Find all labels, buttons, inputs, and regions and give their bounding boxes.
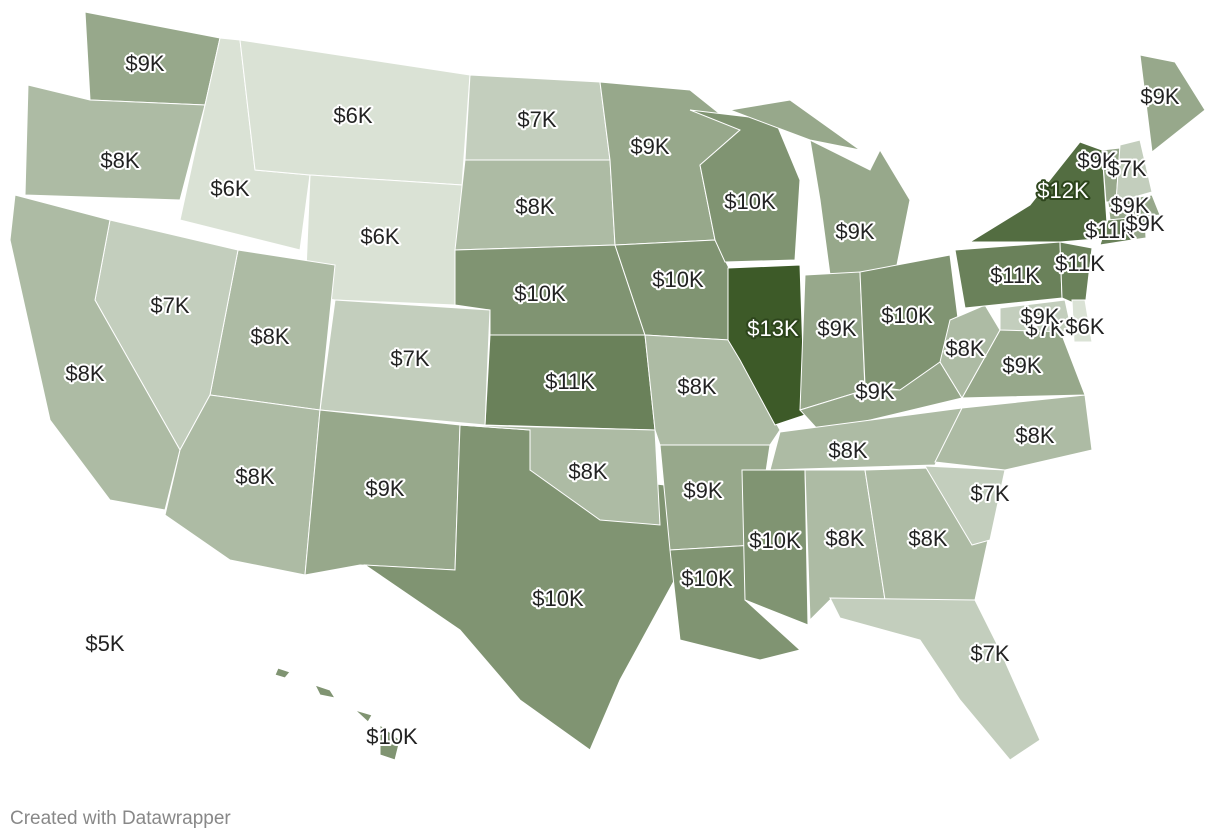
state [274, 667, 291, 679]
state-label: $8K [100, 148, 139, 173]
state-label: $10K [514, 281, 566, 306]
state-label: $8K [908, 526, 947, 551]
state [769, 407, 963, 471]
state [1139, 54, 1206, 153]
state [1107, 194, 1161, 221]
state-label: $9K [817, 316, 856, 341]
state-label: $9K [1140, 84, 1179, 109]
state-label: $11K [545, 369, 595, 394]
state [741, 469, 809, 626]
state-label: $7K [390, 346, 429, 371]
state [689, 109, 801, 263]
state-label: $9K [1125, 211, 1164, 236]
state [379, 724, 401, 761]
state [354, 709, 373, 723]
state [314, 684, 337, 699]
footer: Created with Datawrapper [10, 808, 231, 829]
state-label: $7K [150, 293, 189, 318]
state-label: $8K [515, 194, 554, 219]
state-label: $8K [235, 464, 274, 489]
state-label: $9K [630, 134, 669, 159]
states [9, 11, 1206, 761]
state [809, 139, 911, 276]
state-label: $11K [990, 263, 1040, 288]
state-label: $9K [855, 379, 894, 404]
state-label: $8K [65, 361, 104, 386]
state-label: $13K [747, 316, 799, 341]
labels: $9K$8K$6K$6K$6K$7K$8K$10K$11K$7K$8K$7K$8… [63, 49, 1181, 751]
state-label: $8K [945, 336, 984, 361]
state-label: $9K [125, 51, 164, 76]
state-label: $7K [1025, 316, 1064, 341]
state-label: $9K [1110, 193, 1149, 218]
state-label: $5K [85, 631, 124, 656]
state-label: $10K [366, 724, 418, 749]
state-label: $8K [828, 438, 867, 463]
state-label: $9K [683, 478, 722, 503]
state-label: $7K [517, 107, 556, 132]
state-label: $9K [365, 476, 404, 501]
state [1115, 139, 1153, 203]
state-label: $10K [724, 189, 776, 214]
state-label: $9K [835, 219, 874, 244]
state [829, 597, 1041, 761]
state-label: $9K [1020, 304, 1059, 329]
state [934, 394, 1093, 471]
state-label: $10K [652, 267, 704, 292]
state-label: $6K [333, 103, 372, 128]
state-label: $10K [532, 586, 584, 611]
state-label: $10K [681, 566, 733, 591]
state-label: $11K [1055, 251, 1105, 276]
state-label: $8K [250, 324, 289, 349]
state [1131, 217, 1147, 241]
state [9, 194, 181, 511]
state-label: $12K [1037, 178, 1089, 203]
state [728, 99, 861, 151]
state-label: $8K [568, 459, 607, 484]
state-label: $11K [1085, 218, 1135, 243]
state [939, 304, 1001, 399]
state-label: $7K [1107, 156, 1146, 181]
state [924, 465, 1006, 546]
state-label: $6K [210, 176, 249, 201]
state [1071, 299, 1093, 343]
state-label: $7K [970, 641, 1009, 666]
state-label: $9K [1077, 148, 1116, 173]
state [864, 467, 989, 601]
state-label: $9K [1002, 353, 1041, 378]
state [727, 264, 806, 426]
state-label: $10K [881, 303, 933, 328]
state-label: $6K [1065, 314, 1104, 339]
state-label: $8K [677, 374, 716, 399]
state-label: $10K [749, 528, 801, 553]
state-label: $6K [360, 224, 399, 249]
state-label: $8K [1015, 423, 1054, 448]
state [319, 299, 491, 426]
state-label: $8K [825, 526, 864, 551]
state [1034, 311, 1045, 321]
state-label: $7K [970, 481, 1009, 506]
state [24, 84, 206, 201]
